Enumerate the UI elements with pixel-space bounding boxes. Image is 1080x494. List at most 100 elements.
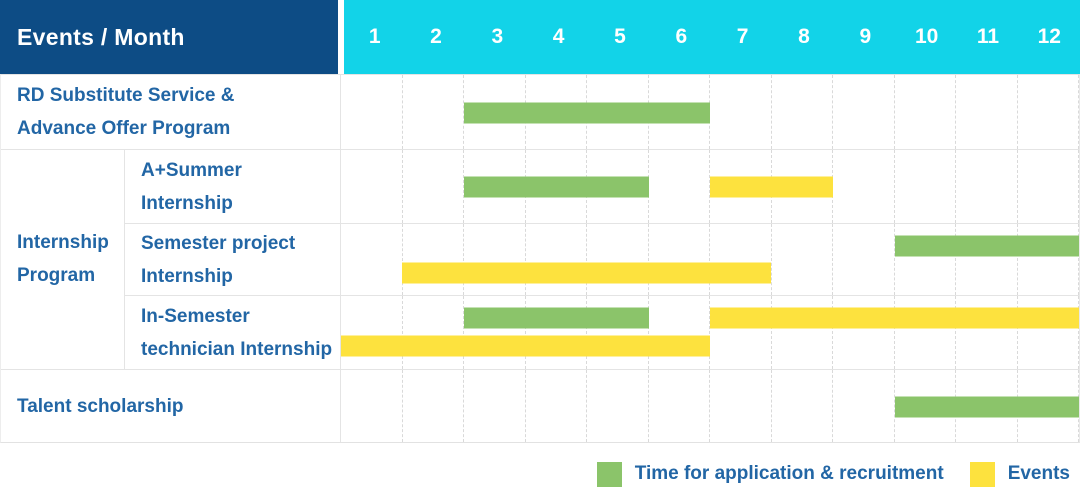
month-header-cell-7: 7 <box>736 25 749 48</box>
month-column <box>341 224 403 295</box>
group-label-line: Program <box>17 265 96 286</box>
month-column <box>833 150 895 223</box>
group-label-internship-program: Internship Program <box>2 149 124 369</box>
chart-cell-a-summer-internship <box>340 150 1079 223</box>
chart-cell-rd-substitute-service-advance-offer-program <box>340 75 1079 149</box>
month-column <box>1018 150 1079 223</box>
month-column <box>464 224 526 295</box>
month-column <box>1018 75 1079 149</box>
month-column <box>1018 224 1079 295</box>
month-column <box>956 150 1018 223</box>
row-label-line: technician Internship <box>141 338 333 360</box>
month-header-strip: 1 2 3 4 5 6 7 8 9 10 11 12 <box>344 0 1080 74</box>
chart-cell-talent-scholarship <box>340 370 1079 442</box>
month-column <box>710 75 772 149</box>
month-column <box>772 296 833 369</box>
month-column <box>895 296 956 369</box>
month-column <box>403 150 464 223</box>
bar-application <box>464 176 649 198</box>
bar-application <box>894 235 1079 257</box>
month-column <box>956 296 1018 369</box>
month-column <box>833 75 895 149</box>
table-header-row: Events / Month 1 2 3 4 5 6 7 8 9 10 11 12 <box>0 0 1080 74</box>
month-column <box>341 75 403 149</box>
month-column <box>895 75 956 149</box>
bar-events <box>402 262 772 284</box>
chart-cell-in-semester-technician-internship <box>340 295 1079 369</box>
month-header-cell-12: 12 <box>1037 25 1061 48</box>
bar-application <box>464 307 649 329</box>
month-column <box>710 296 772 369</box>
month-column <box>833 296 895 369</box>
month-column <box>526 370 587 442</box>
table-row: In-Semester technician Internship <box>1 295 1079 369</box>
table-row: A+Summer Internship <box>1 149 1079 223</box>
month-header-cell-5: 5 <box>614 25 626 48</box>
row-label-talent-scholarship: Talent scholarship <box>1 370 340 442</box>
month-column <box>464 296 526 369</box>
bar-events <box>341 335 710 357</box>
month-header-cell-9: 9 <box>859 25 872 48</box>
month-column <box>403 296 464 369</box>
month-column <box>341 150 403 223</box>
row-label-line: A+Summer <box>141 159 242 181</box>
row-label-rd-substitute-service-advance-offer-program: RD Substitute Service & Advance Offer Pro… <box>1 75 340 149</box>
legend-swatch-application <box>596 461 622 487</box>
month-column <box>772 370 833 442</box>
month-column <box>341 296 403 369</box>
month-column <box>526 224 587 295</box>
month-column <box>403 370 464 442</box>
month-header-cell-10: 10 <box>914 25 939 48</box>
month-column <box>649 370 710 442</box>
month-column <box>464 370 526 442</box>
month-column <box>1018 296 1079 369</box>
table-row: Talent scholarship <box>1 369 1079 442</box>
row-label-line: Semester project <box>141 232 296 254</box>
group-label-line: Internship <box>17 232 109 253</box>
month-column <box>526 296 587 369</box>
legend-label: Events <box>1007 463 1070 484</box>
month-header-cell-3: 3 <box>491 25 504 48</box>
month-column <box>587 224 649 295</box>
legend-swatch-events <box>969 461 995 487</box>
row-label-line: Internship <box>141 265 233 287</box>
legend: Time for application & recruitment Events <box>0 459 1070 489</box>
month-column <box>341 370 403 442</box>
month-header-cell-11: 11 <box>976 25 1000 48</box>
row-label-a-summer-internship: A+Summer Internship <box>124 150 340 223</box>
legend-item-events: Events <box>969 461 1070 487</box>
row-label-line: Talent scholarship <box>17 395 184 417</box>
month-column <box>587 370 649 442</box>
bar-application <box>894 396 1079 418</box>
month-column <box>956 224 1018 295</box>
month-header-cell-4: 4 <box>552 25 565 48</box>
month-column <box>403 224 464 295</box>
month-header-cell-8: 8 <box>798 25 810 48</box>
month-column <box>895 224 956 295</box>
month-column <box>649 296 710 369</box>
legend-item-application: Time for application & recruitment <box>596 461 944 487</box>
row-label-line: In-Semester <box>141 305 250 327</box>
month-column <box>772 75 833 149</box>
month-column <box>649 150 710 223</box>
month-column <box>649 224 710 295</box>
bar-application <box>464 102 710 124</box>
month-header-cell-2: 2 <box>430 25 442 48</box>
month-header-cell-6: 6 <box>675 25 688 48</box>
month-column <box>895 150 956 223</box>
row-label-in-semester-technician-internship: In-Semester technician Internship <box>124 295 340 369</box>
month-column <box>710 224 772 295</box>
month-column <box>772 224 833 295</box>
header-gap <box>338 0 344 74</box>
schedule-table-body: Internship Program RD Substitute Service … <box>0 74 1080 443</box>
month-column <box>403 75 464 149</box>
month-column <box>833 224 895 295</box>
bar-events <box>710 307 1079 329</box>
table-row: RD Substitute Service & Advance Offer Pro… <box>1 75 1079 149</box>
month-header-cell-1: 1 <box>368 25 381 48</box>
chart-cell-semester-project-internship <box>340 223 1079 295</box>
row-label-line: RD Substitute Service & <box>17 85 235 106</box>
row-label-line: Advance Offer Program <box>17 118 231 139</box>
row-label-line: Internship <box>141 192 233 214</box>
